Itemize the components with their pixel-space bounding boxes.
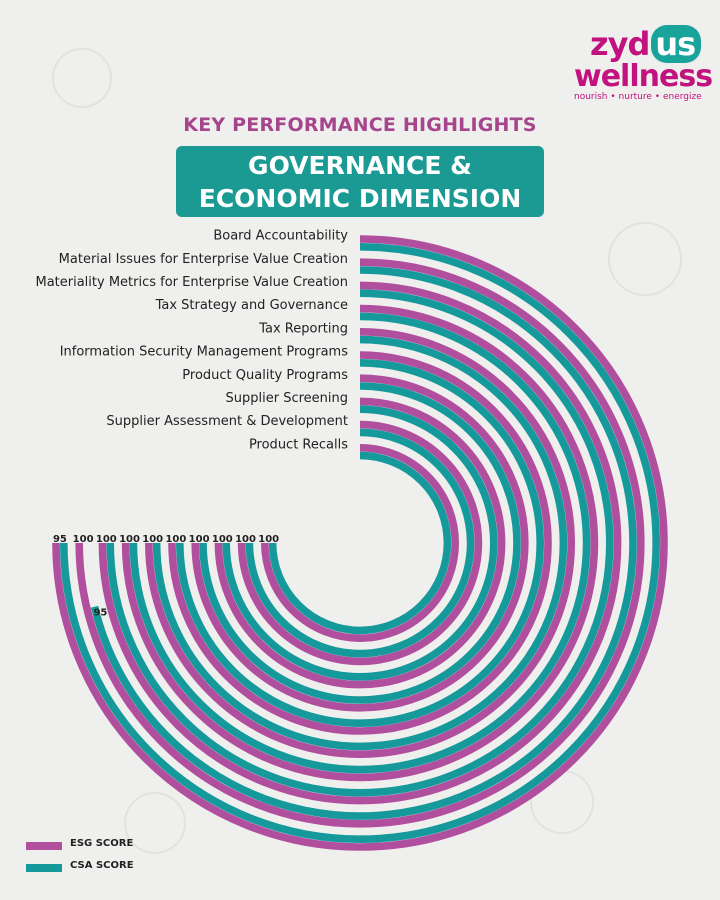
legend-swatch-csa <box>26 864 62 872</box>
arc-esg-supplier-assessment-development <box>237 420 483 666</box>
data-label: 100 <box>258 534 279 545</box>
data-label: 100 <box>212 534 233 545</box>
arc-esg-supplier-screening <box>214 397 506 689</box>
data-label: 100 <box>235 534 256 545</box>
arc-esg-tax-strategy-and-governance <box>121 304 599 782</box>
decorative-globe-icon <box>52 48 112 108</box>
data-label: 100 <box>165 534 186 545</box>
logo-tagline: nourish • nurture • energize <box>574 92 702 102</box>
category-label-materiality-metrics-for-enterprise-value-creation: Materiality Metrics for Enterprise Value… <box>35 275 348 290</box>
arc-esg-tax-reporting <box>145 328 575 758</box>
logo-word-us: us <box>651 25 702 63</box>
arc-esg-materiality-metrics-for-enterprise-value-creation <box>98 281 622 805</box>
arc-esg-product-quality-programs <box>191 374 529 712</box>
category-labels: Board Accountability Material Issues for … <box>35 229 348 453</box>
arc-csa-materiality-metrics-for-enterprise-value-creation <box>106 289 614 797</box>
banner-title-line2: ECONOMIC DIMENSION <box>198 184 522 213</box>
legend-label-esg: ESG SCORE <box>70 838 134 849</box>
category-label-tax-reporting: Tax Reporting <box>258 321 348 336</box>
category-label-information-security-management-programs: Information Security Management Programs <box>60 345 349 360</box>
legend-label-csa: CSA SCORE <box>70 860 134 871</box>
logo-word-wellness: wellness <box>574 59 713 94</box>
logo-word-zyd: zyd <box>590 25 650 63</box>
data-label: 100 <box>96 534 117 545</box>
data-label: 100 <box>73 534 94 545</box>
arc-csa-product-quality-programs <box>199 382 521 704</box>
arc-esg-information-security-management-programs <box>168 351 552 735</box>
arc-esg-product-recalls <box>261 444 459 642</box>
arc-csa-product-recalls <box>268 451 452 635</box>
page-kicker: KEY PERFORMANCE HIGHLIGHTS <box>183 114 537 136</box>
category-label-supplier-assessment-development: Supplier Assessment & Development <box>106 414 348 429</box>
arc-csa-tax-reporting <box>152 335 568 751</box>
arc-csa-supplier-screening <box>222 405 498 681</box>
arc-esg-material-issues-for-enterprise-value-creation <box>75 258 645 828</box>
category-label-tax-strategy-and-governance: Tax Strategy and Governance <box>155 298 348 313</box>
data-label: 95 <box>53 534 67 545</box>
arc-csa-tax-strategy-and-governance <box>129 312 591 774</box>
category-label-board-accountability: Board Accountability <box>213 229 348 244</box>
title-banner: GOVERNANCE & ECONOMIC DIMENSION <box>176 146 544 217</box>
legend-swatch-esg <box>26 842 62 850</box>
arc-csa-supplier-assessment-development <box>245 428 475 658</box>
category-label-material-issues-for-enterprise-value-creation: Material Issues for Enterprise Value Cre… <box>59 252 348 267</box>
chart-rings <box>52 235 668 851</box>
category-label-supplier-screening: Supplier Screening <box>226 391 349 406</box>
data-label: 100 <box>189 534 210 545</box>
data-label: 100 <box>119 534 140 545</box>
arc-csa-information-security-management-programs <box>176 359 544 727</box>
decorative-cycle-icon <box>124 792 186 854</box>
arc-esg-board-accountability <box>52 235 668 851</box>
banner-title-line1: GOVERNANCE & <box>248 151 472 180</box>
data-label: 100 <box>142 534 163 545</box>
decorative-recycle-icon <box>608 222 682 296</box>
category-label-product-quality-programs: Product Quality Programs <box>182 368 348 383</box>
arc-csa-material-issues-for-enterprise-value-creation <box>90 266 637 820</box>
data-label-csa-shorter: 95 <box>93 607 107 618</box>
category-label-product-recalls: Product Recalls <box>249 437 348 452</box>
arc-csa-board-accountability <box>60 243 660 843</box>
